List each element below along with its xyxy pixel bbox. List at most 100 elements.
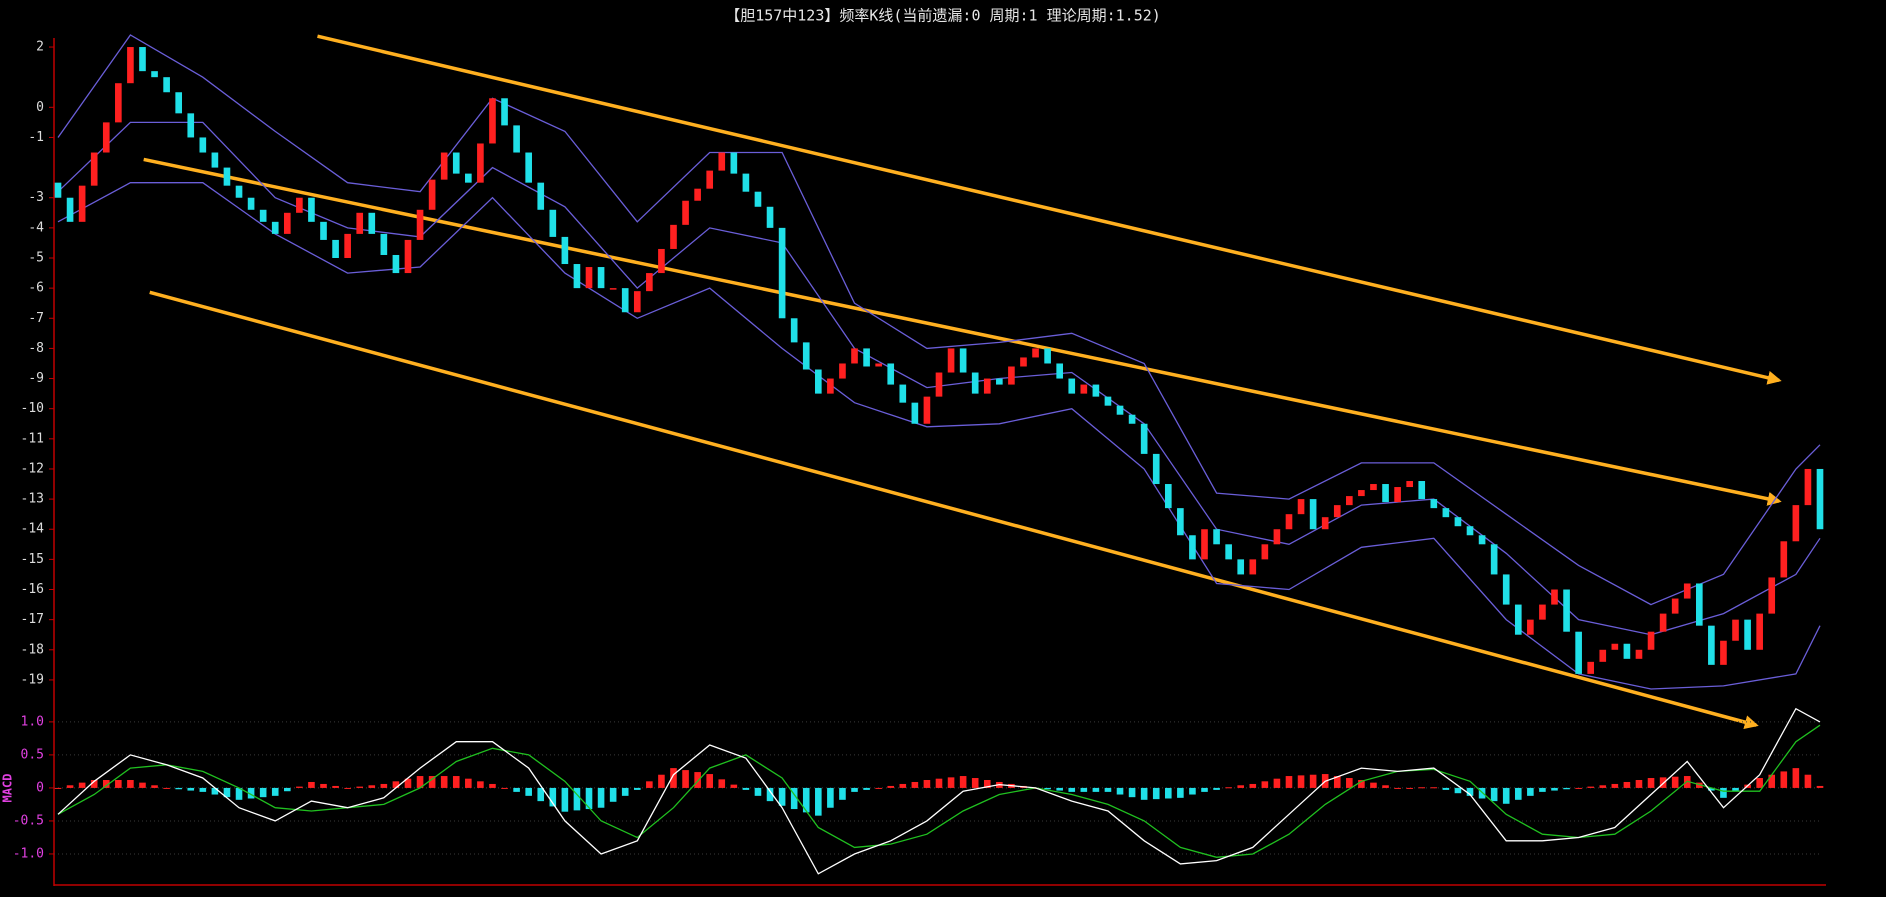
- macd-bar: [959, 776, 967, 788]
- candle: [1744, 619, 1751, 650]
- macd-bar: [127, 780, 134, 788]
- candle: [1128, 414, 1136, 424]
- macd-bar: [1756, 778, 1763, 788]
- candle: [66, 197, 74, 222]
- macd-bar: [549, 787, 557, 807]
- candle: [1599, 649, 1607, 662]
- candle: [428, 179, 436, 210]
- candle: [1732, 619, 1739, 641]
- macd-bar: [284, 787, 291, 792]
- candle: [839, 363, 846, 379]
- candle: [1309, 499, 1317, 530]
- macd-bar: [609, 787, 617, 802]
- candle: [1575, 631, 1582, 674]
- candle: [1225, 544, 1232, 560]
- candle: [1008, 366, 1015, 385]
- macd-bar: [199, 787, 207, 792]
- candle: [259, 209, 267, 222]
- macd-bar: [452, 776, 460, 788]
- candle: [706, 170, 714, 189]
- macd-bar: [223, 787, 231, 798]
- candle: [1635, 649, 1643, 659]
- candle: [1080, 384, 1088, 394]
- macd-bar: [308, 781, 315, 788]
- candle: [1201, 529, 1208, 560]
- macd-bar: [1430, 787, 1438, 789]
- macd-bar: [259, 787, 267, 798]
- macd-bar: [66, 785, 74, 788]
- macd-bar: [923, 780, 931, 788]
- candle: [1285, 514, 1293, 530]
- macd-bar: [102, 780, 110, 788]
- macd-bar: [646, 781, 653, 788]
- candle: [1140, 423, 1148, 454]
- macd-bar: [537, 787, 545, 802]
- macd-bar: [1792, 768, 1800, 788]
- y-tick-label: 0: [36, 100, 44, 115]
- candle: [247, 197, 255, 210]
- macd-bar: [1635, 780, 1643, 788]
- y-tick-label: -4: [28, 220, 44, 235]
- candle: [923, 396, 931, 424]
- candle: [102, 122, 110, 153]
- candle: [1068, 378, 1076, 394]
- candle: [1659, 613, 1667, 632]
- macd-bar: [1466, 787, 1474, 796]
- candle: [1152, 453, 1160, 485]
- candle: [1273, 529, 1281, 545]
- macd-bar: [416, 776, 424, 788]
- y-tick-label: -0.5: [13, 813, 44, 828]
- macd-bar: [742, 787, 750, 790]
- candle: [283, 212, 291, 234]
- candle: [742, 173, 750, 192]
- macd-bar: [670, 768, 677, 788]
- candle: [296, 197, 303, 213]
- macd-bar: [187, 787, 195, 791]
- candle: [271, 221, 279, 234]
- macd-bar: [1189, 787, 1196, 795]
- candle: [78, 185, 86, 222]
- macd-bar: [1068, 787, 1076, 792]
- candle: [1044, 348, 1051, 364]
- macd-bar: [320, 783, 327, 788]
- macd-bar: [1454, 787, 1462, 794]
- candle: [1527, 619, 1534, 635]
- candle: [814, 369, 822, 394]
- macd-bar: [1539, 787, 1546, 792]
- macd-bar: [1213, 787, 1220, 790]
- candle: [694, 188, 701, 201]
- macd-bar: [1804, 774, 1812, 788]
- macd-bar: [513, 787, 520, 792]
- y-tick-label: -8: [28, 341, 44, 356]
- candle: [1032, 348, 1039, 358]
- candle: [1442, 508, 1450, 518]
- y-tick-label: -6: [28, 281, 44, 296]
- candle: [670, 224, 677, 249]
- macd-bar: [344, 787, 351, 789]
- macd-bar: [1647, 778, 1655, 788]
- candle: [899, 384, 907, 403]
- macd-bar: [356, 786, 364, 788]
- macd-bar: [1249, 783, 1257, 788]
- trend-line: [317, 34, 1782, 385]
- macd-bar: [368, 785, 376, 788]
- macd-bar: [1696, 782, 1703, 788]
- macd-bar: [839, 787, 846, 800]
- candle: [646, 273, 653, 292]
- macd-bar: [139, 782, 146, 788]
- macd-bar: [790, 787, 798, 810]
- candle: [1539, 604, 1546, 620]
- macd-bar: [1140, 787, 1148, 800]
- macd-bar: [1056, 787, 1063, 791]
- candle: [537, 182, 545, 210]
- candle: [718, 152, 726, 171]
- macd-bar: [597, 787, 605, 808]
- candle: [211, 152, 219, 168]
- macd-bar: [561, 787, 569, 812]
- candle: [1551, 589, 1558, 605]
- trend-line: [149, 290, 1759, 729]
- macd-bar: [489, 783, 496, 788]
- candle: [790, 318, 798, 343]
- macd-bar: [1502, 787, 1510, 804]
